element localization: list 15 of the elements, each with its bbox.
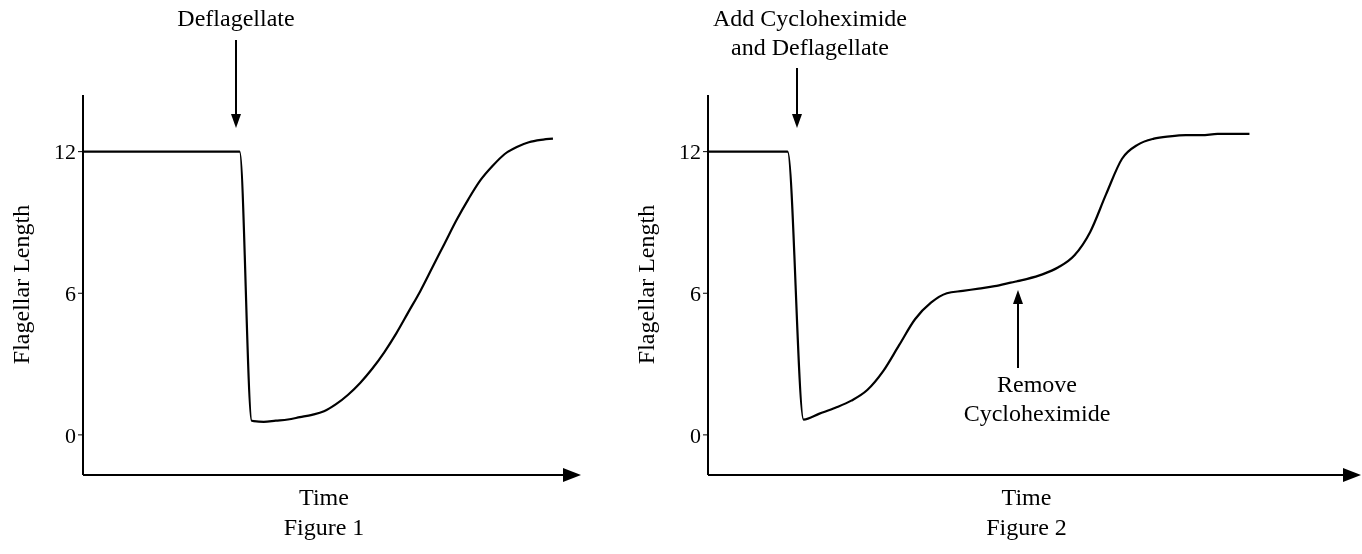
y-tick-label: 0 xyxy=(65,422,76,448)
y-tick-label: 6 xyxy=(690,281,701,307)
text: Figure 1 xyxy=(282,514,366,541)
y-tick-label: 0 xyxy=(690,422,701,448)
y-tick-label: 12 xyxy=(679,139,701,165)
y-tick-label: 6 xyxy=(65,281,76,307)
text: Deflagellate xyxy=(176,4,296,33)
y-axis-title: Flagellar Length xyxy=(7,203,35,367)
x-axis-title: Time xyxy=(1000,484,1053,511)
text: Add Cycloheximide and Deflagellate xyxy=(712,4,908,62)
annotation: Remove Cycloheximide xyxy=(962,370,1112,428)
text: Figure 2 xyxy=(985,514,1068,541)
y-tick-label: 12 xyxy=(54,139,76,165)
x-axis-title: Time xyxy=(298,484,350,511)
y-axis-title: Flagellar Length xyxy=(632,203,660,367)
